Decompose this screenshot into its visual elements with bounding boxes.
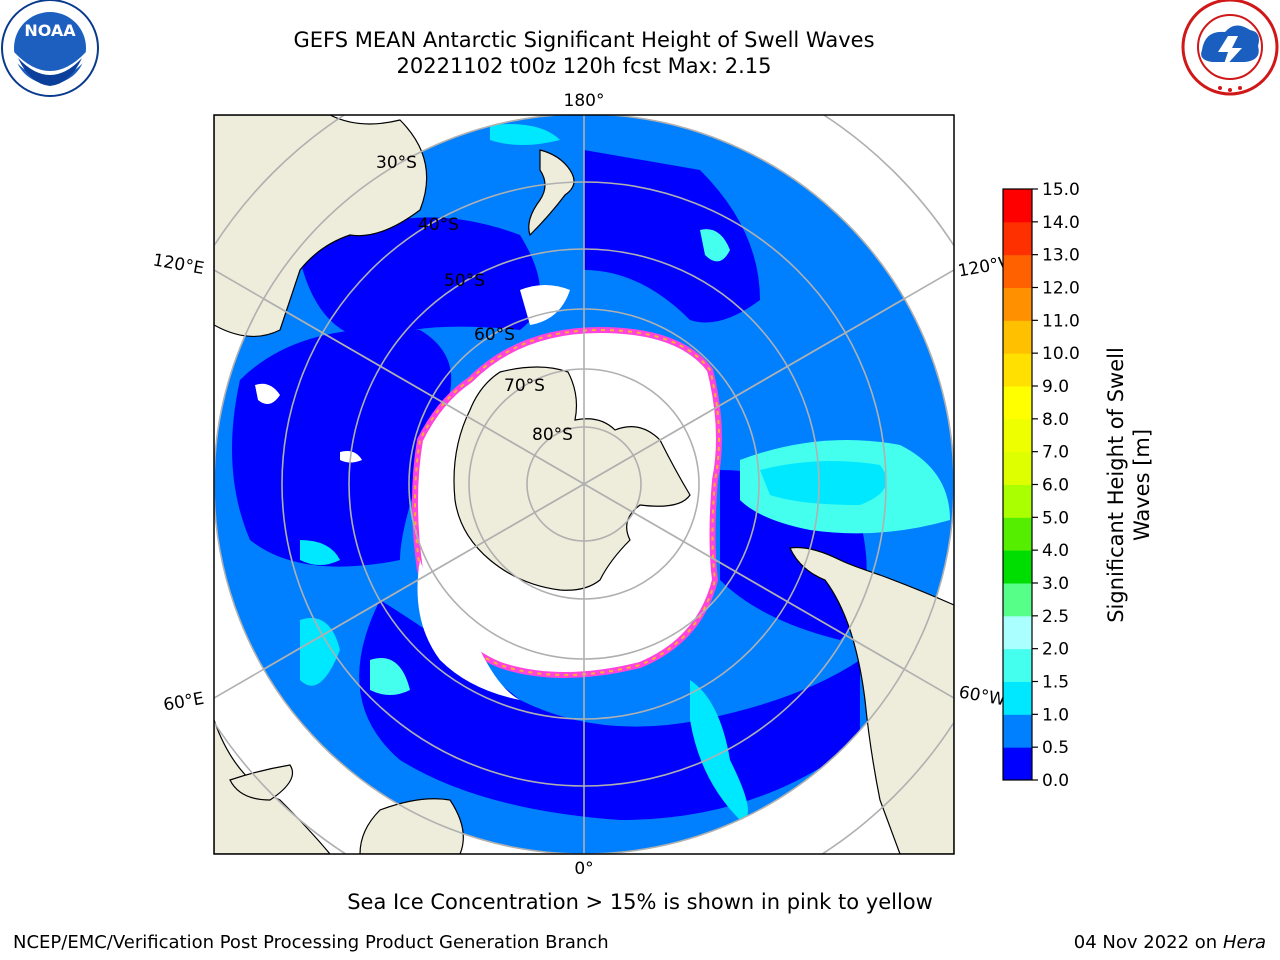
colorbar-segment <box>1003 287 1032 321</box>
lat-label-80s: 80°S <box>532 425 573 445</box>
noaa-logo: NOAA <box>1 0 99 97</box>
footer-machine: Hera <box>1222 932 1266 953</box>
madagascar-landmass <box>359 798 464 854</box>
footer-credit: NCEP/EMC/Verification Post Processing Pr… <box>13 932 609 953</box>
colorbar-tick-label: 4.0 <box>1042 541 1069 561</box>
lat-label-50s: 50°S <box>444 271 485 291</box>
footer-date: 04 Nov 2022 on Hera <box>1074 932 1266 953</box>
colorbar-segment <box>1003 714 1032 748</box>
colorbar-segment <box>1003 681 1032 715</box>
lon-label-0: 0° <box>574 859 593 879</box>
colorbar-segment <box>1003 386 1032 420</box>
colorbar-tick-label: 15.0 <box>1042 180 1080 200</box>
lon-label-60e: 60°E <box>162 689 206 716</box>
chart-subtitle: 20221102 t00z 120h fcst Max: 2.15 <box>396 54 772 78</box>
nws-logo <box>1181 0 1279 96</box>
colorbar-tick-label: 0.0 <box>1042 771 1069 791</box>
colorbar-tick-label: 2.5 <box>1042 607 1069 627</box>
colorbar-segment <box>1003 418 1032 453</box>
colorbar-tick-label: 14.0 <box>1042 213 1080 233</box>
colorbar-segment <box>1003 648 1032 682</box>
colorbar-segment <box>1003 320 1032 354</box>
new-zealand-landmass <box>528 149 575 237</box>
chart-title: GEFS MEAN Antarctic Significant Height o… <box>293 28 875 52</box>
lat-label-70s: 70°S <box>504 376 545 396</box>
colorbar-segment <box>1003 583 1032 617</box>
colorbar-tick-label: 2.0 <box>1042 640 1069 660</box>
lon-label-60w: 60°W <box>957 683 1007 711</box>
antarctica-landmass <box>453 366 691 591</box>
colorbar-segment <box>1003 221 1032 256</box>
lat-label-60s: 60°S <box>474 325 515 345</box>
colorbar-tick-label: 11.0 <box>1042 311 1080 331</box>
noaa-logo-text: NOAA <box>24 21 76 40</box>
colorbar-tick-label: 3.0 <box>1042 574 1069 594</box>
colorbar-tick-label: 6.0 <box>1042 476 1069 496</box>
colorbar-label-line2: Waves [m] <box>1130 429 1154 541</box>
colorbar-tick-label: 13.0 <box>1042 246 1080 266</box>
africa-landmass <box>214 719 331 854</box>
colorbar-segment <box>1003 747 1032 781</box>
colorbar-tick-label: 0.5 <box>1042 738 1069 758</box>
colorbar-segment <box>1003 484 1032 518</box>
footer-date-text: 04 Nov 2022 on <box>1073 932 1218 953</box>
colorbar-tick-label: 5.0 <box>1042 508 1069 528</box>
colorbar-segment <box>1003 517 1032 551</box>
colorbar-tick-label: 8.0 <box>1042 410 1069 430</box>
australia-landmass <box>214 115 428 338</box>
lat-label-40s: 40°S <box>418 215 459 235</box>
map-panel <box>214 115 954 854</box>
colorbar-segment <box>1003 189 1032 223</box>
colorbar-tick-label: 10.0 <box>1042 344 1080 364</box>
colorbar-tick-label: 12.0 <box>1042 279 1080 299</box>
colorbar-label-line1: Significant Height of Swell <box>1104 347 1128 623</box>
colorbar-segment <box>1003 254 1032 288</box>
colorbar-segment <box>1003 550 1032 584</box>
colorbar <box>1002 188 1033 781</box>
colorbar-ticks: 0.0 0.5 1.0 1.5 2.0 2.5 3.0 4.0 5.0 6.0 7.0 8.0 9.0 1… <box>1032 180 1080 791</box>
lat-label-30s: 30°S <box>376 153 417 173</box>
lon-label-180: 180° <box>564 91 605 111</box>
colorbar-tick-label: 1.0 <box>1042 705 1069 725</box>
colorbar-tick-label: 7.0 <box>1042 443 1069 463</box>
colorbar-segment <box>1003 451 1032 485</box>
graticule <box>214 115 954 854</box>
colorbar-segment <box>1003 353 1032 387</box>
colorbar-tick-label: 9.0 <box>1042 377 1069 397</box>
colorbar-segment <box>1003 615 1032 650</box>
sea-ice-caption: Sea Ice Concentration > 15% is shown in … <box>347 890 933 914</box>
map-frame <box>213 114 955 855</box>
lon-label-120e: 120°E <box>151 250 205 279</box>
colorbar-tick-label: 1.5 <box>1042 673 1069 693</box>
